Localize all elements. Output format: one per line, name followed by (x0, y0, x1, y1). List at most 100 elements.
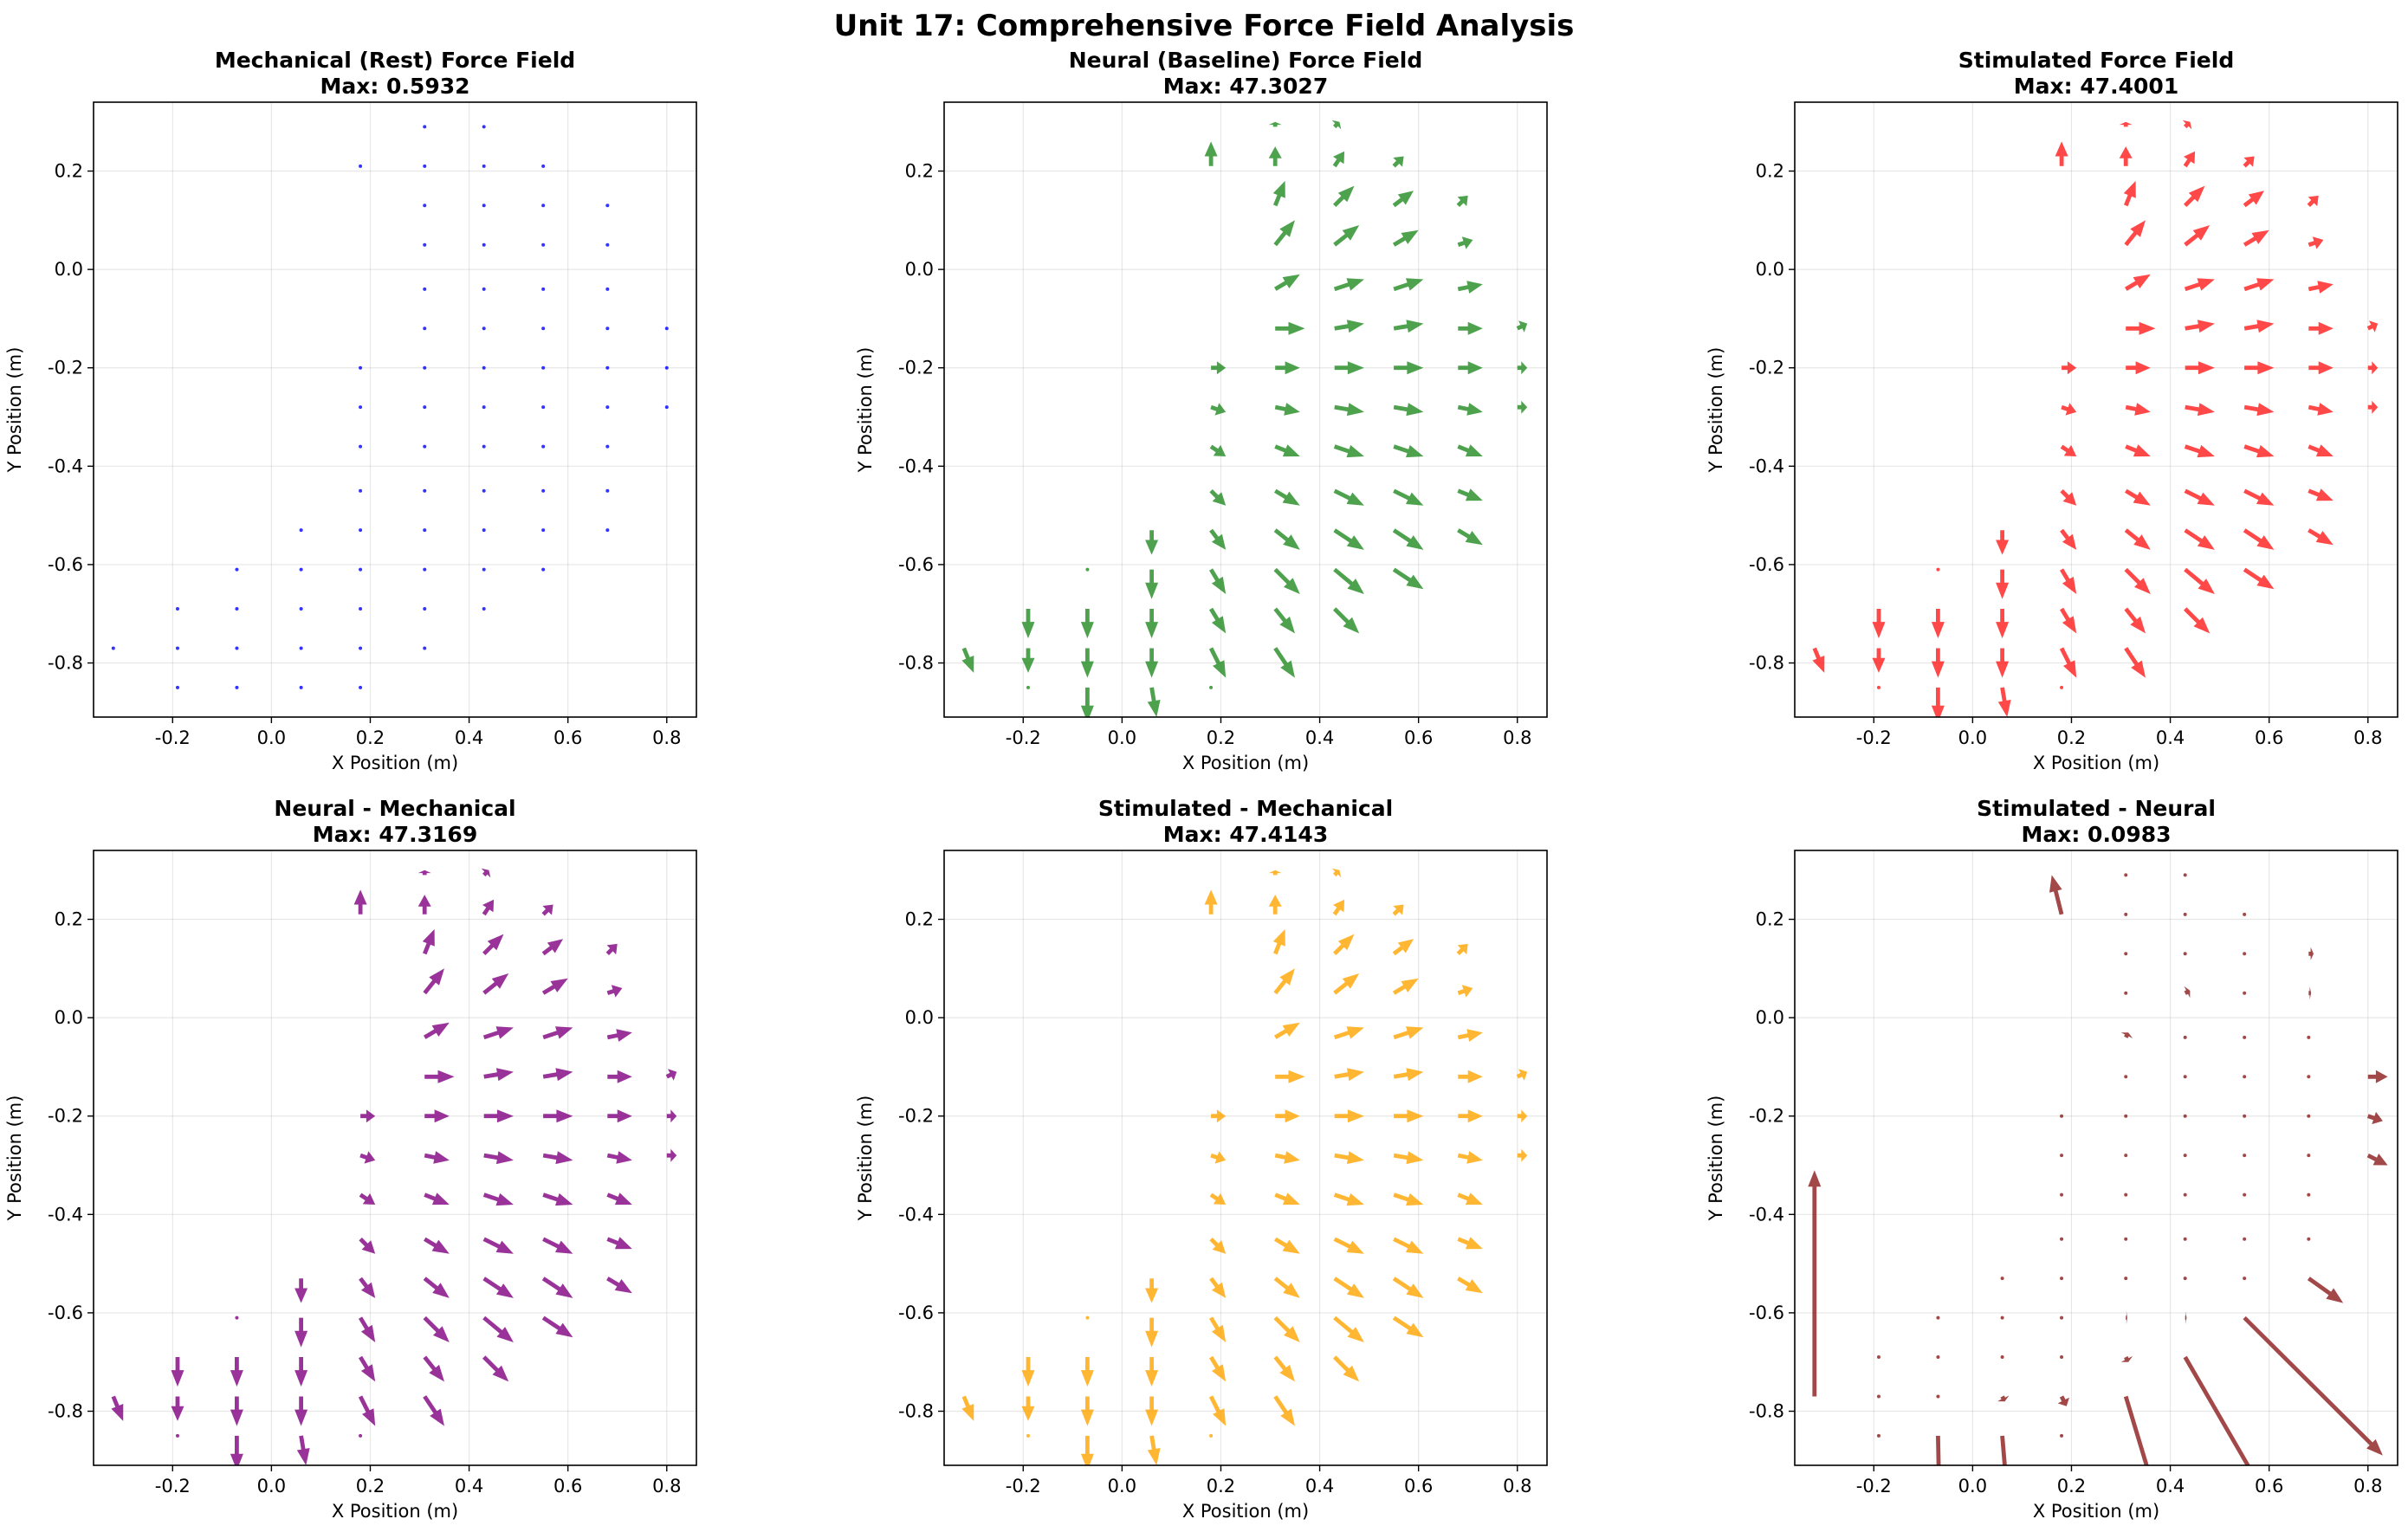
quiver-arrow (2060, 1154, 2064, 1158)
x-tick-label: 0.4 (455, 1476, 483, 1496)
quiver-arrow (359, 567, 363, 572)
quiver-arrow (1021, 609, 1035, 639)
quiver-arrow (2243, 403, 2275, 417)
panel-title: Stimulated - Neural (1977, 796, 2216, 821)
quiver-arrow (2367, 1070, 2388, 1083)
quiver-arrow (482, 326, 486, 331)
y-tick-label: 0.0 (1756, 1007, 1784, 1028)
quiver-arrow (482, 1315, 514, 1342)
quiver-arrow (423, 528, 427, 533)
quiver-arrow (1936, 1435, 1941, 1465)
quiver-arrow (424, 1109, 450, 1123)
x-tick-label: 0.2 (1207, 1476, 1235, 1496)
quiver-arrow (2184, 185, 2205, 207)
quiver-arrow (1876, 1394, 1880, 1399)
y-tick-label: -0.2 (48, 358, 83, 378)
x-tick-label: 0.6 (553, 1476, 582, 1496)
y-axis-label: Y Position (m) (1706, 347, 1726, 474)
quiver-arrow (2183, 1193, 2187, 1197)
quiver-arrow (230, 1396, 243, 1426)
quiver-arrow (2243, 191, 2264, 208)
quiver-arrow (423, 567, 427, 572)
quiver-arrow (1274, 274, 1300, 291)
quiver-arrow (2243, 991, 2247, 995)
quiver-arrow (1392, 1315, 1424, 1338)
quiver-arrow (1208, 1395, 1227, 1426)
quiver-arrow (1211, 1109, 1227, 1123)
quiver-arrow (2182, 120, 2192, 130)
y-tick-label: -0.8 (48, 1401, 83, 1422)
quiver-arrow (482, 488, 486, 493)
quiver-arrow (1812, 647, 1825, 673)
quiver-arrow (359, 685, 363, 689)
quiver-arrow (2124, 1075, 2128, 1079)
quiver-arrow (360, 1109, 376, 1123)
quiver-arrow (418, 895, 431, 915)
x-axis-label: X Position (m) (2033, 1501, 2159, 1522)
x-tick-label: 0.8 (2353, 1476, 2382, 1496)
x-tick-label: -0.2 (155, 1476, 191, 1496)
quiver-arrow (1273, 1315, 1300, 1342)
quiver-arrow (1393, 444, 1424, 458)
quiver-arrow (2124, 991, 2128, 995)
quiver-arrow (423, 242, 427, 247)
x-axis-label: X Position (m) (1182, 753, 1309, 773)
quiver-arrow (1147, 687, 1161, 717)
quiver-arrow (2308, 281, 2334, 294)
quiver-arrow (2183, 1277, 2187, 1281)
x-tick-label: 0.0 (1108, 727, 1136, 748)
quiver-arrows (1808, 873, 2388, 1465)
quiver-arrow (1085, 567, 1090, 572)
quiver-arrow (2184, 488, 2215, 506)
quiver-arrow (1209, 685, 1214, 689)
quiver-arrow (2124, 647, 2146, 678)
quiver-arrow (359, 488, 363, 493)
quiver-arrow (1021, 1357, 1035, 1387)
y-tick-label: -0.2 (898, 358, 934, 378)
quiver-arrow (606, 1193, 632, 1206)
quiver-arrow (1209, 1277, 1227, 1298)
quiver-arrow (1393, 403, 1424, 417)
quiver-arrow (1872, 609, 1886, 639)
quiver-arrow (1145, 609, 1159, 639)
quiver-arrow (2124, 1237, 2128, 1241)
quiver-arrow (1457, 281, 1483, 294)
quiver-arrow (1456, 943, 1468, 955)
quiver-arrow (2060, 1277, 2064, 1281)
x-tick-label: -0.2 (1006, 1476, 1041, 1496)
quiver-arrow (1273, 567, 1300, 594)
quiver-arrow (1026, 1433, 1030, 1438)
quiver-arrow (541, 488, 546, 493)
quiver-arrow (359, 1355, 376, 1382)
quiver-arrow (2060, 1433, 2064, 1438)
quiver-arrow (1393, 1237, 1424, 1254)
quiver-arrow (2243, 278, 2275, 292)
x-tick-label: 0.2 (356, 727, 385, 748)
quiver-arrow (2124, 1193, 2128, 1197)
quiver-arrow (1272, 180, 1285, 207)
quiver-arrow (1517, 1109, 1528, 1123)
quiver-arrow (359, 1316, 376, 1342)
panel-title: Mechanical (Rest) Force Field (215, 48, 575, 73)
quiver-arrow (1996, 648, 2010, 678)
quiver-arrow (543, 1109, 573, 1123)
quiver-arrow (1333, 1193, 1364, 1206)
quiver-arrow (1208, 647, 1227, 678)
quiver-arrow (359, 1238, 376, 1254)
quiver-arrow (2124, 220, 2146, 247)
quiver-arrow (295, 1357, 308, 1387)
x-tick-label: 0.8 (1503, 1476, 1531, 1496)
quiver-arrow (1457, 444, 1483, 457)
y-tick-label: 0.0 (905, 1007, 934, 1028)
quiver-arrow (1872, 648, 1886, 673)
x-axis-label: X Position (m) (332, 1501, 458, 1522)
quiver-arrow (2184, 528, 2215, 550)
quiver-arrow (1392, 156, 1404, 168)
panel-subtitle: Max: 0.0983 (2021, 822, 2171, 847)
panel-subtitle: Max: 47.4143 (1163, 822, 1328, 847)
quiver-arrow (542, 1026, 573, 1040)
quiver-arrow (2125, 274, 2151, 291)
quiver-arrow (1458, 1109, 1483, 1123)
quiver-arrow (171, 1357, 184, 1387)
